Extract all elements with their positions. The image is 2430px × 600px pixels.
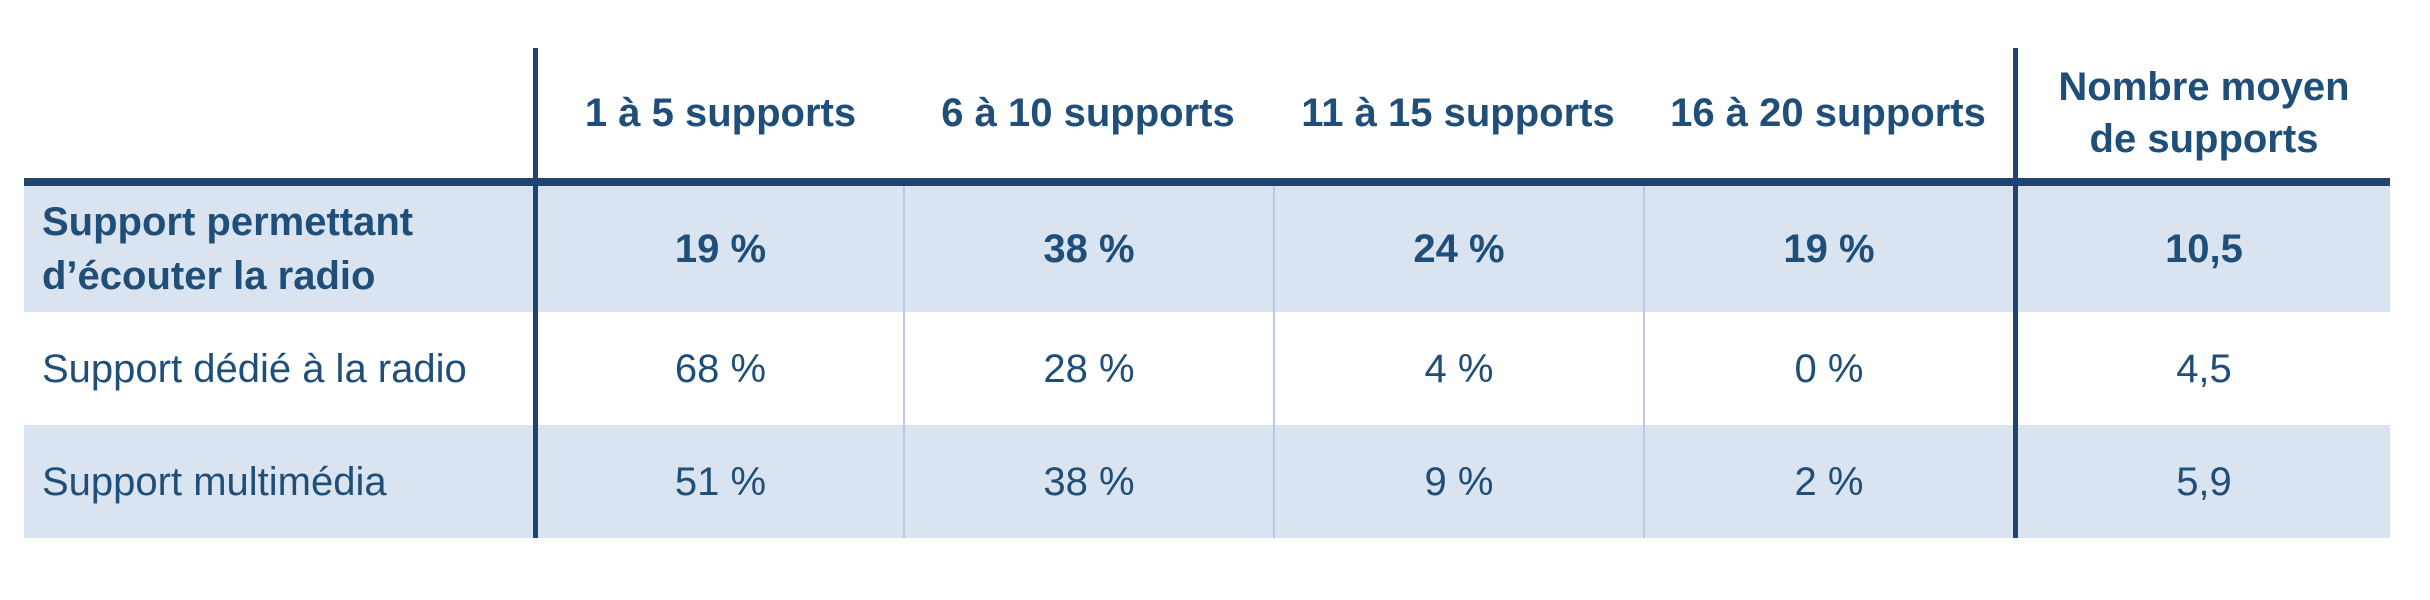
cell-r1c1: 28 % — [903, 312, 1273, 425]
cell-r2c0: 51 % — [533, 425, 903, 538]
col-header-16-20-supports: 16 à 20 supports — [1643, 48, 2013, 186]
cell-r1c2: 4 % — [1273, 312, 1643, 425]
cell-r2c3: 2 % — [1643, 425, 2013, 538]
cell-r2c4: 5,9 — [2013, 425, 2390, 538]
cell-r0c0: 19 % — [533, 186, 903, 312]
row-label-support-dedie: Support dédié à la radio — [42, 346, 467, 391]
cell-r1c3: 0 % — [1643, 312, 2013, 425]
supports-table: 1 à 5 supports 6 à 10 supports 11 à 15 s… — [24, 48, 2390, 538]
col-header-1-5-supports: 1 à 5 supports — [533, 48, 903, 186]
cell-r0c3: 19 % — [1643, 186, 2013, 312]
cell-r1c4: 4,5 — [2013, 312, 2390, 425]
cell-r2c2: 9 % — [1273, 425, 1643, 538]
col-header-6-10-supports: 6 à 10 supports — [903, 48, 1273, 186]
row-label-support-permettant: Support permettant d’écouter la radio — [24, 186, 533, 312]
col-header-empty — [24, 48, 533, 186]
col-header-11-15-supports: 11 à 15 supports — [1273, 48, 1643, 186]
cell-r0c4: 10,5 — [2013, 186, 2390, 312]
col-header-nombre-moyen: Nombre moyen de supports — [2013, 48, 2390, 186]
cell-r1c0: 68 % — [533, 312, 903, 425]
cell-r0c2: 24 % — [1273, 186, 1643, 312]
cell-r0c1: 38 % — [903, 186, 1273, 312]
row-label-support-multimedia: Support multimédia — [24, 425, 533, 538]
cell-r2c1: 38 % — [903, 425, 1273, 538]
